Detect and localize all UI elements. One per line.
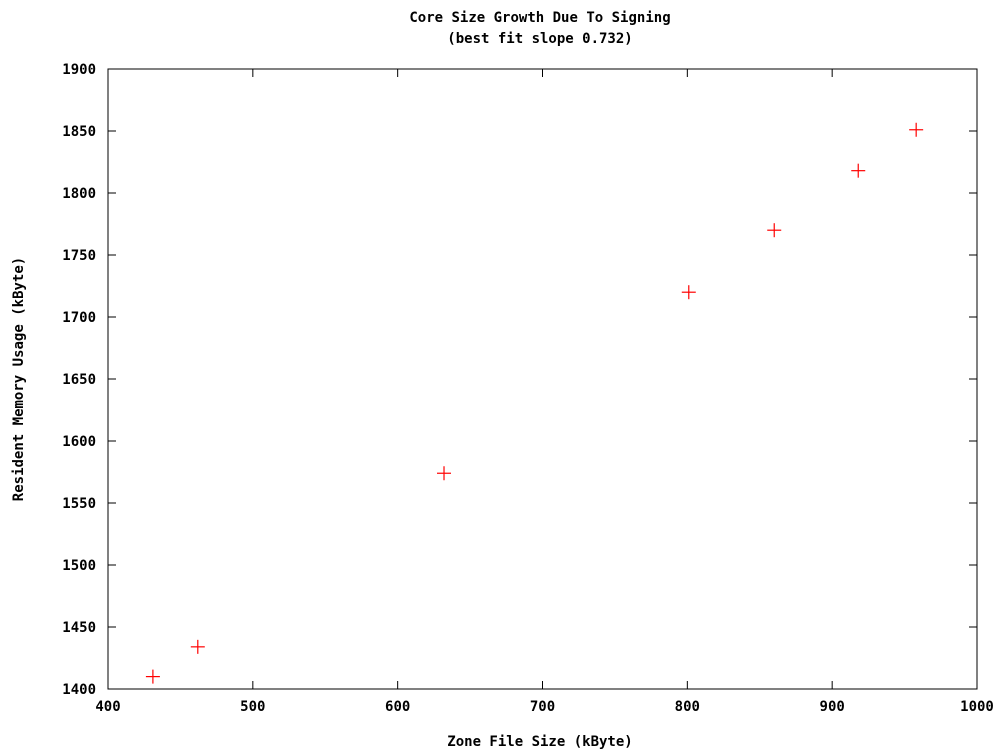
y-tick-label: 1550 — [62, 496, 96, 512]
data-point — [909, 122, 924, 137]
x-tick-label: 800 — [675, 699, 700, 715]
y-tick-label: 1500 — [62, 558, 96, 574]
x-tick-label: 600 — [385, 699, 410, 715]
x-tick-label: 900 — [820, 699, 845, 715]
data-point — [681, 285, 696, 300]
data-point — [437, 466, 452, 481]
y-tick-label: 1700 — [62, 310, 96, 326]
y-tick-label: 1750 — [62, 248, 96, 264]
x-tick-label: 1000 — [960, 699, 994, 715]
y-tick-label: 1800 — [62, 186, 96, 202]
y-tick-label: 1900 — [62, 62, 96, 78]
x-tick-label: 400 — [95, 699, 120, 715]
y-tick-label: 1600 — [62, 434, 96, 450]
y-tick-label: 1400 — [62, 682, 96, 698]
y-tick-label: 1850 — [62, 124, 96, 140]
data-points — [145, 122, 924, 684]
data-point — [190, 639, 205, 654]
data-point — [145, 669, 160, 684]
x-axis-label: Zone File Size (kByte) — [447, 734, 632, 750]
x-tick-label: 700 — [530, 699, 555, 715]
y-axis-label: Resident Memory Usage (kByte) — [11, 257, 27, 501]
data-point — [767, 223, 782, 238]
y-tick-label: 1450 — [62, 620, 96, 636]
y-tick-label: 1650 — [62, 372, 96, 388]
plot-frame — [107, 68, 978, 690]
chart-subtitle: (best fit slope 0.732) — [447, 31, 632, 47]
x-tick-label: 500 — [240, 699, 265, 715]
data-point — [851, 163, 866, 178]
chart-title: Core Size Growth Due To Signing — [409, 10, 670, 26]
x-axis-ticks: 400 500 600 700 800 900 1000 — [95, 69, 994, 715]
y-axis-ticks: 1400 1450 1500 1550 1600 1650 1700 1750 1800 1850… — [62, 62, 977, 698]
